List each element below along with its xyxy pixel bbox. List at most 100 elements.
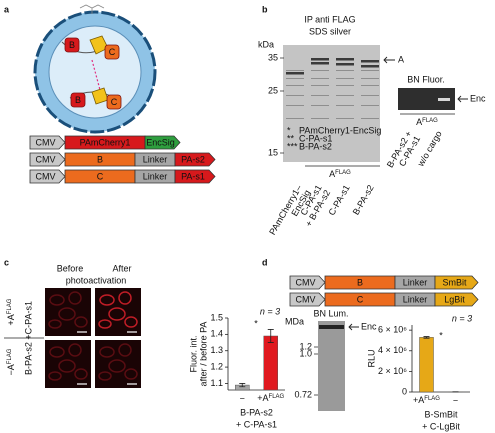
row-label-sup: FLAG xyxy=(7,348,13,364)
cell xyxy=(68,291,82,305)
construct-label: Linker xyxy=(403,277,428,287)
error-bar xyxy=(239,383,246,388)
y-tick-label: 6 × 10⁶ xyxy=(378,325,407,335)
gel-band-faint xyxy=(361,85,379,86)
x-axis-label: B-PA-s2 xyxy=(240,407,273,417)
construct-part xyxy=(29,135,66,150)
cell xyxy=(48,319,62,329)
construct-label: Linker xyxy=(143,171,168,181)
gel-band xyxy=(286,72,304,75)
cell xyxy=(118,291,132,305)
cell xyxy=(58,359,76,373)
gel xyxy=(398,88,455,110)
construct-label: B-PA-s2 +C-PA-s1 xyxy=(23,301,33,375)
y-tick-label: 2 × 10⁶ xyxy=(378,366,407,376)
marker-label: 25 xyxy=(268,85,278,95)
construct-label: PA-s1 xyxy=(181,171,205,181)
gel-band-faint xyxy=(336,95,354,96)
cell xyxy=(108,307,126,321)
gel-band-faint xyxy=(361,78,379,79)
cell xyxy=(98,371,112,381)
band-label: A xyxy=(398,54,404,64)
y-tick-label: 1.4 xyxy=(210,329,223,339)
row-label: −AFLAG xyxy=(6,348,16,375)
bracket-label: AFLAG xyxy=(416,117,438,127)
marker-label: 35 xyxy=(268,52,278,62)
error-bar xyxy=(267,329,274,343)
construct-label: Linker xyxy=(403,294,428,304)
cell xyxy=(74,316,88,328)
cell xyxy=(99,294,115,306)
cell xyxy=(49,346,65,358)
construct-part xyxy=(289,292,326,307)
legend-symbol: *** xyxy=(287,141,298,151)
marker-unit: kDa xyxy=(258,39,274,49)
lane-label: B-PA-s2 xyxy=(351,183,376,216)
marker-unit: MDa xyxy=(285,316,304,326)
gel-band-faint xyxy=(311,70,329,71)
bar xyxy=(419,337,434,393)
construct-label: C xyxy=(97,171,104,181)
construct-part xyxy=(174,152,216,167)
construct-label: SmBit xyxy=(442,277,467,287)
cargo-label: B xyxy=(75,95,81,105)
gel-band xyxy=(336,58,354,61)
construct-label: CMV xyxy=(296,294,316,304)
column-title: After xyxy=(112,263,131,273)
cargo xyxy=(106,94,122,110)
row-label: +AFLAG xyxy=(6,298,16,325)
cargo-label: C xyxy=(109,47,116,57)
y-axis-label: Fluor. int. xyxy=(188,335,198,372)
gel-title: IP anti FLAG xyxy=(304,14,355,24)
gel-title: SDS silver xyxy=(309,26,351,36)
construct-label: CMV xyxy=(36,154,56,164)
cell xyxy=(124,368,138,380)
significance: * xyxy=(254,318,258,328)
lane-label: C-PA-s1 xyxy=(326,183,351,217)
gel-band xyxy=(319,325,344,329)
y-tick-label: 4 × 10⁶ xyxy=(378,345,407,355)
cell xyxy=(48,371,62,381)
gel-band-faint xyxy=(311,95,329,96)
x-tick-label-base: +A xyxy=(413,395,424,405)
construct-label: CMV xyxy=(36,137,56,147)
marker-label: 1.0 xyxy=(299,348,312,358)
gel xyxy=(318,321,345,411)
gel-band-faint xyxy=(286,105,304,106)
cell xyxy=(118,343,132,357)
gel-band-faint xyxy=(361,95,379,96)
construct-label: C xyxy=(357,294,364,304)
cell xyxy=(99,346,115,358)
cell xyxy=(74,368,88,380)
arrow xyxy=(383,56,395,64)
construct-label: B xyxy=(97,154,103,164)
cargo-label: B xyxy=(69,40,75,50)
construct-label: PA-s2 xyxy=(181,154,205,164)
y-tick-label: 1.1 xyxy=(210,378,223,388)
construct-label: EncSig xyxy=(146,137,175,147)
construct-part xyxy=(434,292,479,307)
x-tick-label: +AFLAG xyxy=(413,395,440,405)
construct-part xyxy=(434,275,479,290)
gel-band-faint xyxy=(286,78,304,79)
annotation: n = 3 xyxy=(452,313,472,323)
micrograph xyxy=(95,340,141,388)
construct-label: Linker xyxy=(143,154,168,164)
cargo xyxy=(70,92,86,108)
y-tick-label: 1.5 xyxy=(210,312,223,322)
construct-label: CMV xyxy=(36,171,56,181)
micrograph xyxy=(45,340,91,388)
column-subtitle: photoactivation xyxy=(66,275,127,285)
gel-title: BN Lum. xyxy=(313,308,348,318)
cargo xyxy=(64,37,80,53)
row-label-base: −A xyxy=(6,364,16,375)
construct-label: LgBit xyxy=(444,294,465,304)
cargo-label: C xyxy=(111,97,118,107)
micrograph xyxy=(45,288,91,336)
construct-part xyxy=(29,169,66,184)
cell xyxy=(49,294,65,306)
gel-band-faint xyxy=(311,78,329,79)
legend-text: C-PA-s1 xyxy=(299,133,332,143)
x-tick-label: − xyxy=(240,393,245,403)
